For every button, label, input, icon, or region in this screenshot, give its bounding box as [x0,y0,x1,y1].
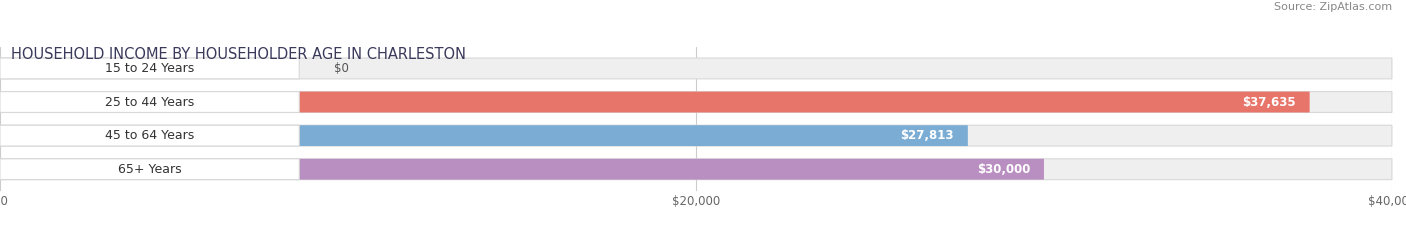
FancyBboxPatch shape [0,159,1392,180]
Text: $27,813: $27,813 [900,129,953,142]
Text: 45 to 64 Years: 45 to 64 Years [105,129,194,142]
FancyBboxPatch shape [0,125,967,146]
FancyBboxPatch shape [0,125,1392,146]
Text: HOUSEHOLD INCOME BY HOUSEHOLDER AGE IN CHARLESTON: HOUSEHOLD INCOME BY HOUSEHOLDER AGE IN C… [11,47,467,62]
Text: 25 to 44 Years: 25 to 44 Years [105,96,194,109]
Text: $37,635: $37,635 [1241,96,1296,109]
FancyBboxPatch shape [0,58,1392,79]
FancyBboxPatch shape [0,159,1045,180]
FancyBboxPatch shape [0,92,1392,113]
Text: $30,000: $30,000 [977,163,1031,176]
Text: 15 to 24 Years: 15 to 24 Years [105,62,194,75]
FancyBboxPatch shape [0,92,299,113]
Text: $0: $0 [335,62,349,75]
Text: 65+ Years: 65+ Years [118,163,181,176]
FancyBboxPatch shape [0,92,1309,113]
FancyBboxPatch shape [0,58,299,79]
Text: Source: ZipAtlas.com: Source: ZipAtlas.com [1274,2,1392,12]
FancyBboxPatch shape [0,159,299,180]
FancyBboxPatch shape [0,125,299,146]
